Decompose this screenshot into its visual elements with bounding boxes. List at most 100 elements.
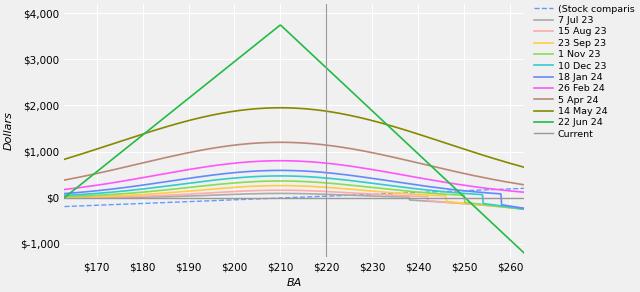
14 May 24 [142, 131, 150, 135]
Line: 1 Nov 23: 1 Nov 23 [65, 181, 524, 209]
X-axis label: BA: BA [287, 278, 302, 288]
(Stock comparis [332, 194, 339, 198]
23 Sep 23 [142, 193, 150, 196]
23 Sep 23 [407, 192, 415, 196]
5 Apr 24 [332, 145, 340, 148]
7 Jul 23 [368, 194, 376, 198]
14 May 24 [61, 157, 68, 161]
1 Nov 23 [407, 190, 415, 193]
1 Nov 23 [277, 179, 285, 183]
14 May 24 [368, 119, 376, 122]
1 Nov 23 [520, 208, 528, 211]
7 Jul 23 [407, 198, 415, 202]
15 Aug 23 [268, 188, 276, 192]
22 Jun 24 [179, 101, 186, 105]
23 Sep 23 [61, 195, 68, 199]
10 Dec 23 [268, 174, 276, 178]
Line: 23 Sep 23: 23 Sep 23 [65, 186, 524, 209]
10 Dec 23 [332, 177, 340, 181]
14 May 24 [520, 166, 528, 169]
Line: (Stock comparis: (Stock comparis [65, 188, 524, 206]
18 Jan 24 [268, 169, 276, 172]
5 Apr 24 [520, 183, 528, 187]
(Stock comparis [367, 193, 375, 196]
Line: 22 Jun 24: 22 Jun 24 [65, 25, 524, 253]
Line: 14 May 24: 14 May 24 [65, 108, 524, 167]
15 Aug 23 [332, 190, 340, 194]
(Stock comparis [179, 200, 186, 204]
Y-axis label: Dollars: Dollars [4, 111, 14, 150]
5 Apr 24 [61, 178, 68, 182]
14 May 24 [407, 130, 415, 134]
26 Feb 24 [277, 159, 285, 162]
23 Sep 23 [368, 189, 376, 193]
23 Sep 23 [268, 184, 276, 187]
10 Dec 23 [277, 174, 285, 178]
10 Dec 23 [520, 207, 528, 211]
(Stock comparis [268, 197, 276, 200]
Legend: (Stock comparis, 7 Jul 23, 15 Aug 23, 23 Sep 23, 1 Nov 23, 10 Dec 23, 18 Jan 24,: (Stock comparis, 7 Jul 23, 15 Aug 23, 23… [533, 4, 636, 140]
(Stock comparis [61, 205, 68, 208]
14 May 24 [268, 106, 276, 110]
5 Apr 24 [407, 159, 415, 163]
15 Aug 23 [61, 196, 68, 199]
15 Aug 23 [179, 193, 186, 196]
15 Aug 23 [277, 188, 285, 192]
26 Feb 24 [179, 169, 186, 172]
14 May 24 [179, 120, 186, 124]
15 Aug 23 [520, 207, 528, 210]
18 Jan 24 [332, 172, 340, 175]
26 Feb 24 [332, 162, 340, 166]
18 Jan 24 [407, 182, 415, 186]
10 Dec 23 [142, 187, 150, 190]
14 May 24 [332, 111, 340, 114]
Line: 5 Apr 24: 5 Apr 24 [65, 142, 524, 185]
23 Sep 23 [332, 186, 340, 190]
26 Feb 24 [268, 159, 276, 163]
7 Jul 23 [332, 193, 340, 197]
(Stock comparis [520, 187, 528, 190]
1 Nov 23 [268, 179, 276, 183]
5 Apr 24 [268, 141, 276, 144]
10 Dec 23 [368, 181, 376, 185]
10 Dec 23 [179, 182, 186, 186]
Line: 26 Feb 24: 26 Feb 24 [65, 161, 524, 192]
(Stock comparis [142, 201, 150, 205]
23 Sep 23 [277, 184, 285, 187]
10 Dec 23 [407, 186, 415, 190]
7 Jul 23 [142, 195, 150, 199]
1 Nov 23 [368, 186, 376, 189]
15 Aug 23 [407, 194, 415, 198]
18 Jan 24 [520, 206, 528, 210]
7 Jul 23 [61, 196, 68, 199]
18 Jan 24 [142, 183, 150, 186]
7 Jul 23 [520, 206, 528, 210]
15 Aug 23 [368, 192, 376, 196]
22 Jun 24 [142, 131, 150, 134]
22 Jun 24 [268, 29, 276, 33]
1 Nov 23 [61, 195, 68, 198]
22 Jun 24 [276, 23, 284, 27]
5 Apr 24 [179, 152, 186, 156]
22 Jun 24 [520, 251, 528, 255]
26 Feb 24 [61, 188, 68, 191]
Line: 18 Jan 24: 18 Jan 24 [65, 171, 524, 208]
5 Apr 24 [277, 140, 285, 144]
5 Apr 24 [142, 161, 150, 164]
18 Jan 24 [61, 192, 68, 195]
14 May 24 [277, 106, 285, 110]
Line: 10 Dec 23: 10 Dec 23 [65, 176, 524, 209]
15 Aug 23 [142, 194, 150, 198]
5 Apr 24 [368, 151, 376, 154]
22 Jun 24 [407, 145, 415, 149]
22 Jun 24 [368, 109, 376, 112]
1 Nov 23 [179, 186, 186, 190]
18 Jan 24 [179, 178, 186, 181]
26 Feb 24 [368, 168, 376, 171]
7 Jul 23 [179, 194, 186, 198]
18 Jan 24 [368, 177, 376, 180]
Line: 15 Aug 23: 15 Aug 23 [65, 190, 524, 208]
Line: 7 Jul 23: 7 Jul 23 [65, 193, 524, 208]
26 Feb 24 [520, 190, 528, 194]
22 Jun 24 [61, 196, 68, 199]
